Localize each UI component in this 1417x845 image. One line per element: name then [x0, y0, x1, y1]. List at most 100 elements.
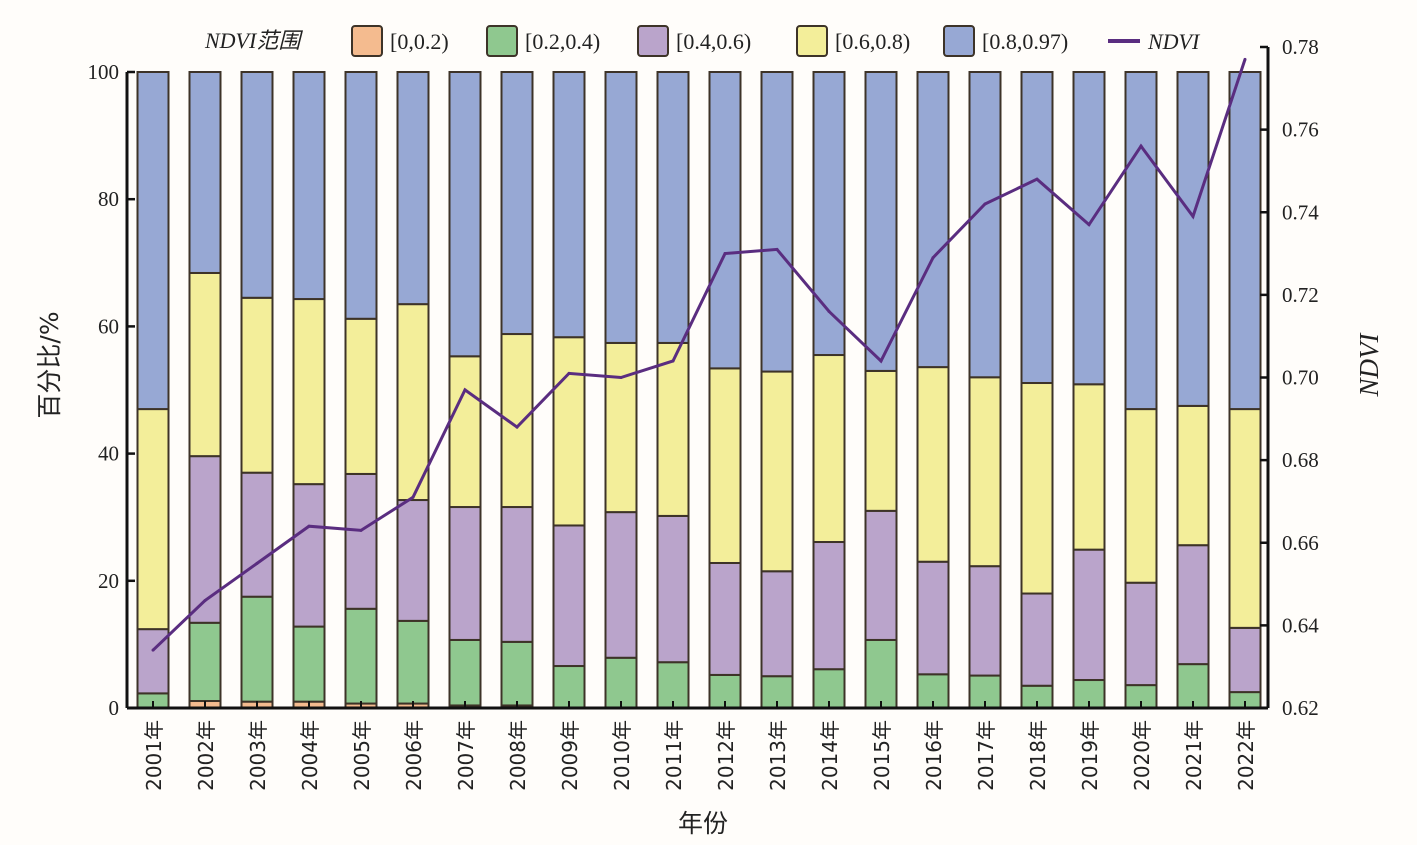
bar-stack-2018 — [1020, 71, 1054, 709]
bar-segment-2003-0-4-0-6 — [240, 471, 274, 598]
bar-segment-2008-0-4-0-6 — [500, 506, 534, 643]
bar-segment-2009-0-6-0-8 — [552, 336, 586, 527]
y-axis-title: 百分比/% — [35, 311, 64, 418]
bar-segment-2003-0-6-0-8 — [240, 296, 274, 474]
legend-label-0-0-2: [0,0.2) — [390, 29, 449, 54]
legend-swatch-0-2-0-4 — [486, 25, 518, 57]
bar-stack-2013 — [760, 71, 794, 710]
bar-segment-2005-0-4-0-6 — [344, 472, 378, 610]
legend: NDVI范围 [0,0.2) [0.2,0.4) [0.4,0.6) [0.6,0.8… — [204, 25, 1201, 57]
ndvi-point-2009 — [567, 371, 571, 375]
ndvi-point-2021 — [1191, 214, 1195, 218]
x-tick-label: 2021年 — [1182, 720, 1206, 791]
legend-swatch-0-8-0-97 — [943, 25, 975, 57]
bar-segment-2004-0-8-0-97 — [292, 71, 326, 301]
legend-label-ndvi: NDVI — [1147, 29, 1201, 54]
bars-group — [136, 71, 1262, 710]
legend-swatch-0-4-0-6 — [637, 25, 669, 57]
bar-segment-2007-0-6-0-8 — [448, 355, 482, 509]
bar-segment-2010-0-2-0-4 — [604, 656, 638, 709]
y2-axis-title: NDVI — [1354, 332, 1384, 398]
x-tick-label: 2012年 — [714, 720, 738, 791]
bar-stack-2003 — [240, 71, 274, 710]
bar-segment-2018-0-8-0-97 — [1020, 71, 1054, 385]
bar-stack-2012 — [708, 71, 742, 709]
bar-segment-2021-0-4-0-6 — [1176, 544, 1210, 666]
bar-segment-2011-0-6-0-8 — [656, 341, 690, 517]
bar-segment-2014-0-6-0-8 — [812, 354, 846, 544]
bar-segment-2002-0-2-0-4 — [188, 621, 222, 703]
bar-segment-2019-0-6-0-8 — [1072, 383, 1106, 551]
bar-segment-2011-0-8-0-97 — [656, 71, 690, 344]
bar-segment-2008-0-6-0-8 — [500, 333, 534, 509]
bar-stack-2017 — [968, 71, 1002, 710]
bar-segment-2022-0-4-0-6 — [1228, 626, 1262, 694]
bar-segment-2015-0-8-0-97 — [864, 71, 898, 372]
bar-segment-2005-0-8-0-97 — [344, 71, 378, 320]
x-tick-label: 2002年 — [194, 720, 218, 791]
x-tick-label: 2019年 — [1078, 720, 1102, 791]
bar-segment-2017-0-4-0-6 — [968, 565, 1002, 677]
bar-segment-2017-0-8-0-97 — [968, 71, 1002, 379]
bar-stack-2011 — [656, 71, 690, 710]
legend-title-text: NDVI范围 — [204, 28, 303, 53]
bar-segment-2015-0-6-0-8 — [864, 369, 898, 512]
y-tick-label: 60 — [98, 314, 119, 338]
bar-segment-2016-0-8-0-97 — [916, 71, 950, 369]
ndvi-point-2001 — [151, 648, 155, 652]
bar-segment-2012-0-4-0-6 — [708, 561, 742, 676]
y-tick-label: 20 — [98, 569, 119, 593]
bar-segment-2018-0-4-0-6 — [1020, 592, 1054, 687]
legend-label-0-2-0-4: [0.2,0.4) — [525, 29, 600, 54]
bar-segment-2007-0-2-0-4 — [448, 638, 482, 707]
x-tick-label: 2013年 — [766, 720, 790, 791]
bar-segment-2005-0-2-0-4 — [344, 607, 378, 705]
x-tick-label: 2015年 — [870, 720, 894, 791]
bar-segment-2001-0-8-0-97 — [136, 71, 170, 411]
bar-segment-2016-0-4-0-6 — [916, 560, 950, 676]
bar-stack-2009 — [552, 71, 586, 709]
ndvi-point-2011 — [671, 359, 675, 363]
bar-stack-2006 — [396, 71, 430, 709]
bar-stack-2020 — [1124, 71, 1158, 710]
y-tick-label: 40 — [98, 442, 119, 466]
bar-segment-2008-0-2-0-4 — [500, 640, 534, 707]
bar-segment-2022-0-6-0-8 — [1228, 408, 1262, 629]
ndvi-point-2012 — [723, 252, 727, 256]
bar-stack-2021 — [1176, 71, 1210, 710]
bar-segment-2002-0-4-0-6 — [188, 455, 222, 624]
bar-segment-2010-0-8-0-97 — [604, 71, 638, 344]
ndvi-point-2002 — [203, 599, 207, 603]
bar-stack-2010 — [604, 71, 638, 709]
bar-stack-2005 — [344, 71, 378, 709]
bar-segment-2008-0-8-0-97 — [500, 71, 534, 336]
x-tick-label: 2016年 — [922, 720, 946, 791]
bar-segment-2015-0-2-0-4 — [864, 638, 898, 709]
bar-segment-2011-0-4-0-6 — [656, 514, 690, 664]
bar-segment-2014-0-4-0-6 — [812, 541, 846, 671]
legend-label-0-6-0-8: [0.6,0.8) — [835, 29, 910, 54]
bar-stack-2016 — [916, 71, 950, 709]
legend-label-0-8-0-97: [0.8,0.97) — [982, 29, 1068, 54]
bar-stack-2002 — [188, 71, 222, 710]
bar-segment-2004-0-2-0-4 — [292, 625, 326, 703]
bar-segment-2010-0-6-0-8 — [604, 341, 638, 514]
bar-segment-2020-0-8-0-97 — [1124, 71, 1158, 411]
bar-segment-2014-0-8-0-97 — [812, 71, 846, 357]
bar-segment-2006-0-6-0-8 — [396, 303, 430, 502]
x-tick-label: 2008年 — [506, 720, 530, 791]
bar-segment-2022-0-8-0-97 — [1228, 71, 1262, 411]
bar-segment-2012-0-6-0-8 — [708, 367, 742, 564]
bar-segment-2013-0-4-0-6 — [760, 570, 794, 678]
bar-segment-2004-0-6-0-8 — [292, 298, 326, 486]
bar-segment-2007-0-8-0-97 — [448, 71, 482, 358]
bar-stack-2001 — [136, 71, 170, 710]
ndvi-point-2003 — [255, 561, 259, 565]
bar-segment-2004-0-4-0-6 — [292, 483, 326, 628]
ndvi-point-2007 — [463, 388, 467, 392]
x-tick-label: 2004年 — [298, 720, 322, 791]
bar-segment-2019-0-8-0-97 — [1072, 71, 1106, 386]
bar-segment-2020-0-6-0-8 — [1124, 408, 1158, 584]
y-tick-label: 100 — [88, 60, 120, 84]
